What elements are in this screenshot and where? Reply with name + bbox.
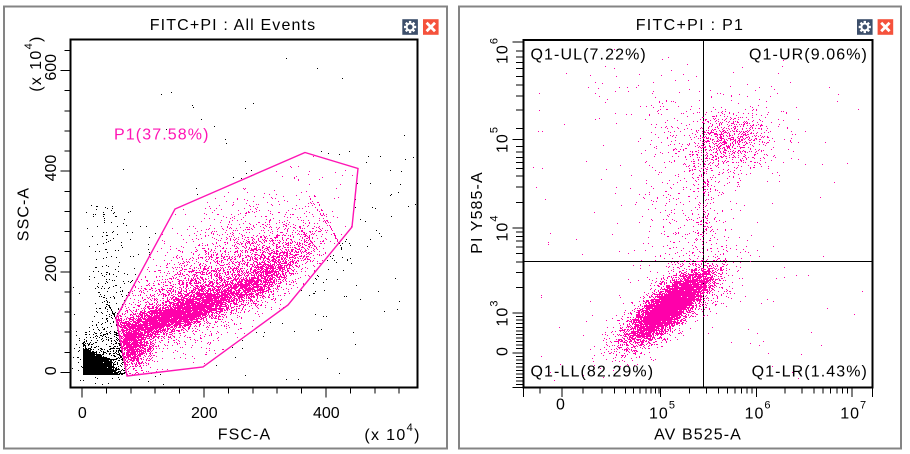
svg-text:200: 200 [43,255,60,282]
svg-text:AV B525-A: AV B525-A [654,427,742,444]
svg-text:600: 600 [43,54,60,81]
svg-text:106: 106 [745,400,772,423]
svg-text:107: 107 [840,400,867,423]
svg-text:0: 0 [43,366,60,375]
svg-text:FITC+PI : All Events: FITC+PI : All Events [150,17,317,34]
svg-text:SSC-A: SSC-A [16,187,33,241]
svg-text:Q1-LL(82.29%): Q1-LL(82.29%) [531,364,655,381]
svg-text:FITC+PI : P1: FITC+PI : P1 [636,17,745,34]
svg-text:PI Y585-A: PI Y585-A [469,171,486,254]
svg-text:Q1-UR(9.06%): Q1-UR(9.06%) [749,47,868,64]
svg-text:0: 0 [495,347,512,356]
svg-text:P1(37.58%): P1(37.58%) [114,127,210,144]
svg-text:Q1-LR(1.43%): Q1-LR(1.43%) [752,364,868,381]
svg-text:400: 400 [43,155,60,182]
svg-text:105: 105 [649,400,676,423]
svg-text:400: 400 [313,405,340,422]
svg-text:0: 0 [556,397,565,414]
svg-text:0: 0 [78,405,87,422]
svg-text:200: 200 [191,405,218,422]
svg-text:Q1-UL(7.22%): Q1-UL(7.22%) [531,47,647,64]
svg-text:FSC-A: FSC-A [218,427,272,444]
svg-text:(x 104): (x 104) [364,422,420,444]
